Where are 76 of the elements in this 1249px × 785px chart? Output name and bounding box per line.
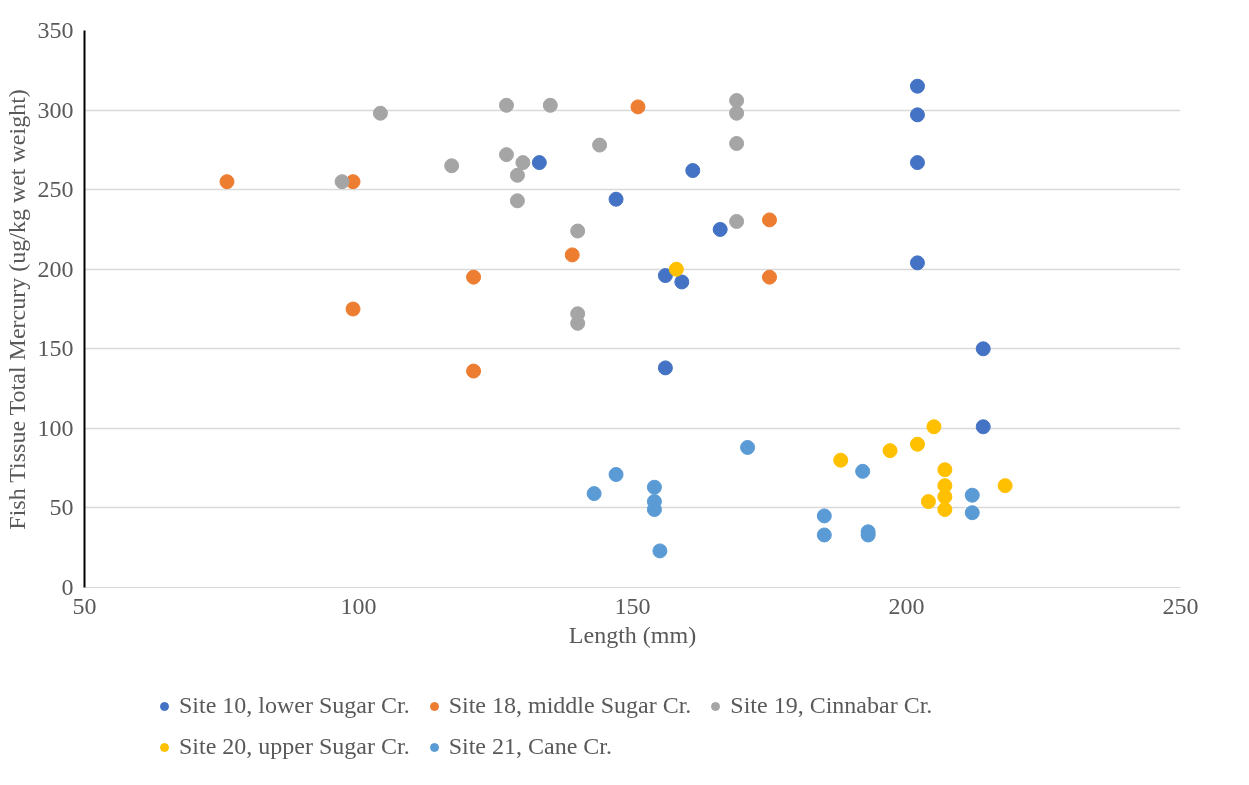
point — [334, 174, 350, 190]
point — [608, 467, 624, 482]
x-tick-label: 50 — [72, 592, 97, 619]
point — [729, 105, 745, 121]
point — [498, 147, 514, 163]
legend-label: Site 21, Cane Cr. — [448, 733, 612, 760]
point — [646, 479, 662, 495]
point — [444, 158, 460, 174]
point — [909, 155, 925, 171]
point — [855, 463, 871, 479]
point — [762, 269, 777, 285]
x-tick-label: 250 — [1162, 592, 1199, 619]
y-tick-label: 150 — [37, 335, 74, 362]
point — [729, 93, 745, 109]
point — [498, 97, 514, 113]
point — [816, 508, 832, 524]
point — [466, 269, 482, 285]
point — [657, 360, 673, 376]
point — [762, 212, 777, 228]
point — [564, 247, 580, 263]
point — [882, 443, 898, 459]
point — [920, 494, 936, 510]
y-tick-label: 200 — [37, 255, 74, 282]
legend-label: Site 19, Cinnabar Cr. — [730, 692, 933, 719]
point — [542, 97, 558, 113]
point — [937, 502, 953, 518]
point — [219, 174, 235, 190]
point — [685, 163, 701, 179]
point — [975, 419, 991, 435]
point — [592, 137, 608, 153]
y-tick-label: 300 — [37, 96, 74, 123]
point — [740, 439, 756, 455]
point — [586, 486, 602, 502]
point — [570, 223, 586, 239]
y-tick-label: 350 — [37, 17, 74, 43]
x-tick-label: 200 — [888, 592, 925, 619]
point — [345, 301, 361, 317]
point — [515, 155, 531, 171]
point — [975, 341, 991, 357]
point — [937, 462, 953, 478]
x-axis-title: Length (mm) — [568, 621, 697, 648]
point — [509, 193, 525, 209]
y-tick-label: 100 — [37, 414, 74, 441]
x-tick-label: 150 — [614, 592, 651, 619]
point — [964, 487, 980, 503]
point — [466, 363, 482, 379]
point — [652, 543, 668, 559]
point — [372, 105, 388, 121]
point — [816, 527, 832, 543]
point — [909, 436, 925, 452]
legend-label: Site 18, middle Sugar Cr. — [448, 692, 692, 719]
point — [729, 213, 745, 229]
point — [674, 274, 690, 290]
legend-label: Site 10, lower Sugar Cr. — [179, 692, 410, 719]
point — [909, 107, 925, 123]
point — [926, 419, 942, 435]
point — [833, 452, 849, 468]
y-tick-label: 0 — [61, 574, 74, 600]
point — [937, 489, 953, 505]
y-axis-title: Fish Tissue Total Mercury (ug/kg wet weight) — [3, 89, 30, 530]
point — [608, 191, 624, 207]
point — [630, 99, 646, 115]
point — [909, 78, 925, 94]
y-tick-label: 250 — [37, 176, 74, 203]
point — [964, 505, 980, 521]
point — [997, 478, 1013, 494]
x-tick-label: 100 — [340, 592, 377, 619]
point — [729, 136, 745, 151]
legend-label: Site 20, upper Sugar Cr. — [179, 733, 410, 760]
point — [668, 261, 684, 277]
point — [657, 268, 673, 284]
point — [531, 155, 547, 171]
y-tick-label: 50 — [49, 494, 74, 521]
point — [509, 167, 525, 183]
point — [712, 221, 728, 237]
point — [909, 255, 925, 271]
